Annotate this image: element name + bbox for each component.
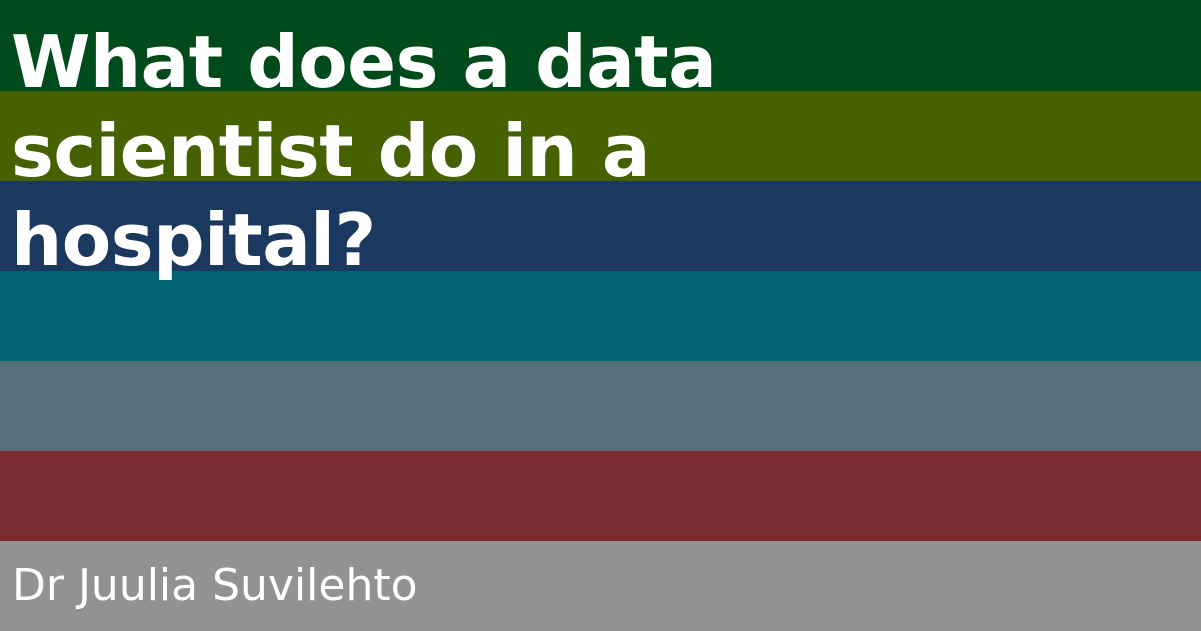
page-title: What does a data scientist do in a hospi… (11, 18, 771, 285)
title-line: hospital? (11, 198, 376, 282)
author-name: Dr Juulia Suvilehto (12, 560, 418, 611)
stripe-teal (0, 271, 1201, 361)
title-line: What does a data (11, 20, 717, 104)
stripe-gray (0, 541, 1201, 631)
title-line: scientist do in a (11, 109, 650, 193)
stripe-olive-green (0, 91, 1201, 181)
stripe-maroon (0, 451, 1201, 541)
stripe-dark-green (0, 0, 1201, 91)
stripe-navy (0, 181, 1201, 271)
stripe-slate (0, 361, 1201, 451)
